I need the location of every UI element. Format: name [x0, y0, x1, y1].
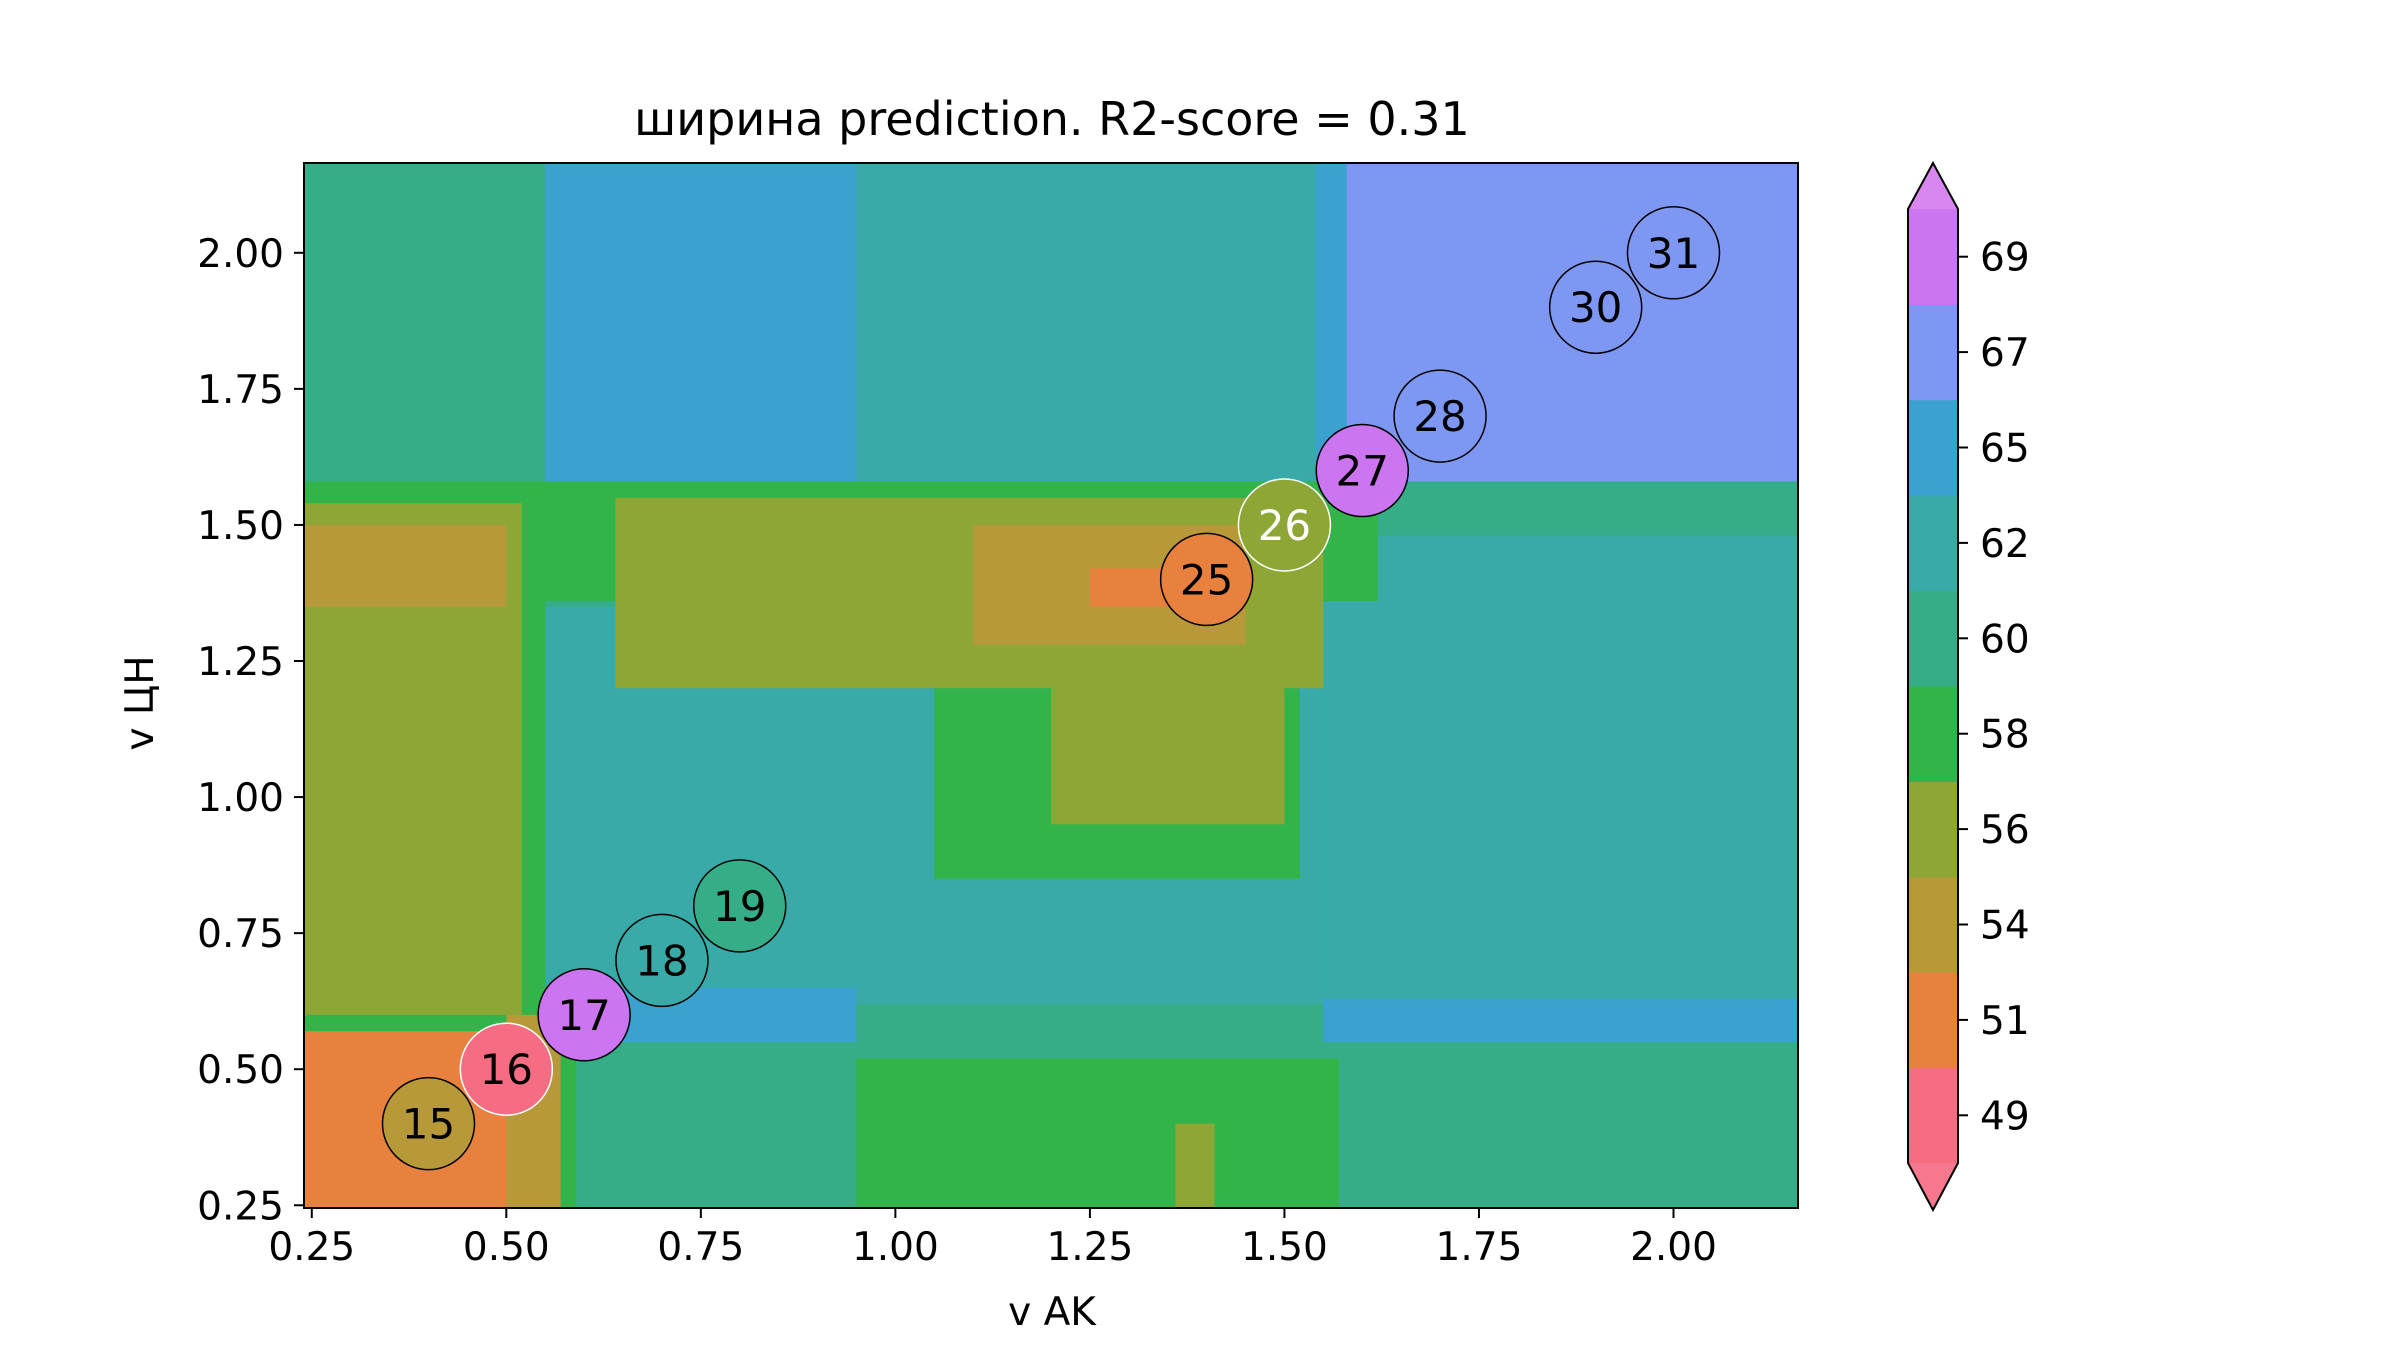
colorbar-outline: [1907, 160, 1959, 1213]
colorbar-band: [1908, 972, 1958, 1069]
colorbar-tick-label: 60: [1980, 617, 2030, 662]
contour-region: [1323, 535, 1798, 999]
y-tick-label: 2.00: [197, 232, 284, 277]
x-tick-label: 2.00: [1630, 1225, 1717, 1270]
y-tick-label: 1.75: [197, 368, 284, 413]
data-point: 19: [693, 859, 787, 953]
point-marker: [1626, 206, 1721, 300]
data-point: 27: [1315, 423, 1409, 518]
colorbar-band: [1908, 304, 1958, 401]
colorbar-tick-label: 49: [1980, 1094, 2030, 1139]
point-label: 19: [713, 882, 766, 931]
data-point: 16: [459, 1022, 554, 1116]
x-tick-label: 0.25: [268, 1225, 355, 1270]
colorbar-tick-label: 54: [1980, 904, 2030, 949]
contour-field: [304, 163, 1798, 1208]
contour-region: [856, 1058, 1339, 1208]
colorbar-band: [1908, 1067, 1958, 1164]
y-tick-label: 1.50: [197, 504, 284, 549]
colorbar-tick-label: 67: [1980, 331, 2030, 376]
colorbar-band: [1908, 590, 1958, 687]
point-marker: [1548, 260, 1643, 354]
data-point: 15: [381, 1076, 476, 1171]
y-axis-label: v ЦН: [118, 655, 163, 750]
colorbar-band: [1908, 781, 1958, 878]
plot-frame: [303, 162, 1799, 1209]
contour-region: [304, 524, 507, 607]
data-point: 25: [1159, 532, 1254, 627]
point-label: 31: [1647, 229, 1700, 278]
data-point: 18: [615, 913, 709, 1008]
point-label: 18: [635, 936, 688, 985]
point-label: 17: [557, 991, 610, 1040]
point-marker: [1315, 423, 1409, 518]
x-tick-label: 0.50: [463, 1225, 550, 1270]
x-axis: 0.25 0.50 0.75 1.00 1.25 1.50 1.75 2.00: [268, 1208, 1717, 1270]
point-label: 30: [1569, 283, 1622, 332]
contour-region: [1051, 633, 1285, 825]
point-marker: [615, 913, 709, 1008]
colorbar-band: [1908, 686, 1958, 782]
colorbar-tick-label: 51: [1980, 999, 2030, 1044]
colorbar-band: [1908, 209, 1958, 305]
colorbar-extend-high: [1908, 163, 1958, 209]
point-marker: [1393, 369, 1487, 463]
data-point: 17: [537, 968, 631, 1062]
point-marker: [459, 1022, 554, 1116]
colorbar-band: [1908, 399, 1958, 496]
contour-region: [545, 163, 857, 482]
contour-region: [560, 1014, 577, 1208]
x-tick-label: 1.75: [1436, 1225, 1523, 1270]
x-axis-label: v AK: [1008, 1290, 1097, 1335]
colorbar-tick-label: 65: [1980, 427, 2030, 472]
data-point: 31: [1626, 206, 1721, 300]
point-marker: [1159, 532, 1254, 627]
colorbar-tick-label: 69: [1980, 236, 2030, 281]
point-marker: [381, 1076, 476, 1171]
y-tick-label: 0.50: [197, 1048, 284, 1093]
y-axis: 0.25 0.50 0.75 1.00 1.25 1.50 1.75 2.00: [197, 232, 304, 1229]
colorbar-tick-label: 56: [1980, 808, 2030, 853]
y-tick-label: 0.25: [197, 1184, 284, 1229]
y-tick-label: 1.25: [197, 640, 284, 685]
contour-region: [1315, 163, 1347, 482]
point-marker: [1237, 478, 1332, 572]
point-marker: [693, 859, 787, 953]
colorbar-band: [1908, 876, 1958, 973]
point-label: 27: [1336, 447, 1389, 496]
point-label: 16: [480, 1045, 533, 1094]
data-point: 26: [1237, 478, 1332, 572]
point-label: 15: [402, 1100, 455, 1149]
colorbar-band: [1908, 495, 1958, 592]
y-tick-label: 0.75: [197, 912, 284, 957]
colorbar-tick-label: 58: [1980, 713, 2030, 758]
contour-region: [1175, 1123, 1215, 1208]
chart-title: ширина prediction. R2-score = 0.31: [634, 92, 1470, 146]
point-label: 26: [1258, 501, 1311, 550]
x-tick-label: 1.50: [1241, 1225, 1328, 1270]
plot-area: 15 16 17 18 19 25 26 27 28 30 31: [303, 162, 1799, 1209]
data-points: 15 16 17 18 19 25 26 27 28 30 31: [381, 206, 1721, 1171]
x-tick-label: 1.25: [1046, 1225, 1133, 1270]
x-tick-label: 1.00: [852, 1225, 939, 1270]
x-tick-label: 0.75: [657, 1225, 744, 1270]
point-label: 28: [1413, 392, 1466, 441]
point-marker: [537, 968, 631, 1062]
data-point: 30: [1548, 260, 1643, 354]
y-tick-label: 1.00: [197, 776, 284, 821]
colorbar-extend-low: [1908, 1163, 1958, 1210]
contour-region: [1323, 998, 1798, 1042]
point-label: 25: [1180, 555, 1233, 604]
data-point: 28: [1393, 369, 1487, 463]
contour-region: [856, 163, 1324, 482]
colorbar-tick-label: 62: [1980, 522, 2030, 567]
colorbar: 49 51 54 56 58 60 62 65 67 69: [1907, 160, 2030, 1213]
